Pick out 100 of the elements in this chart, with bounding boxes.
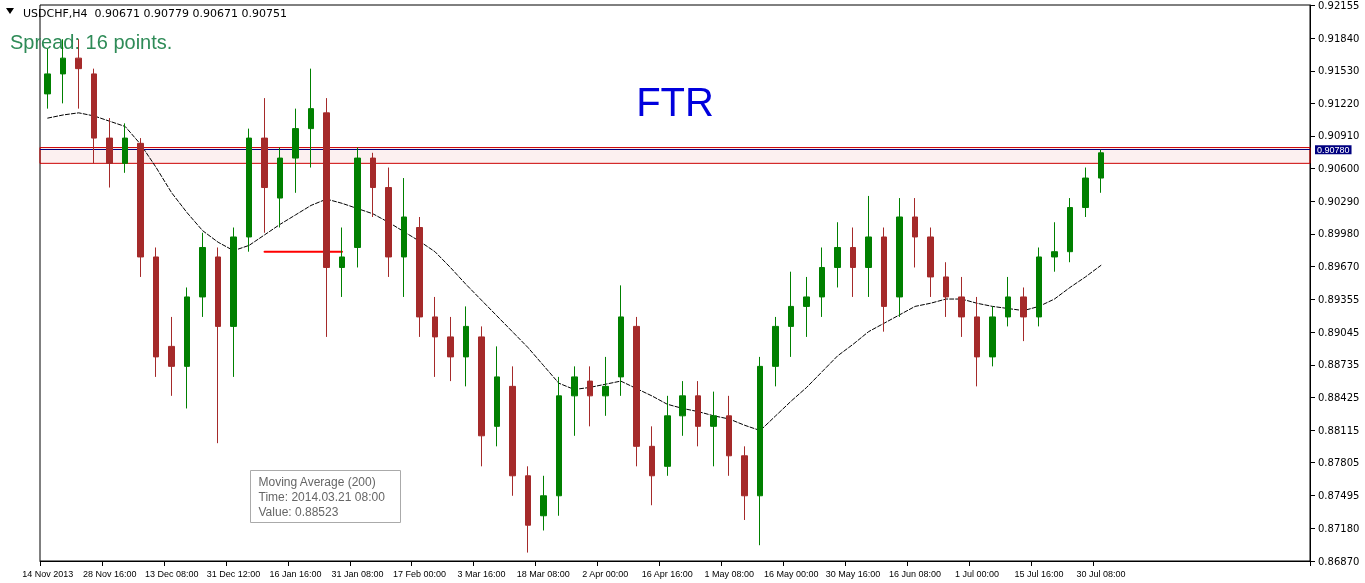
candlestick [432,296,438,378]
x-tick-label: 16 Jun 08:00 [889,568,942,579]
candlestick [587,365,593,427]
annotation: Time: 2014.03.21 08:00 [258,489,386,504]
y-tick-label: 0.87180 [1318,522,1360,534]
candlestick [943,261,949,318]
x-tick-label: 16 Jan 16:00 [269,568,322,579]
candlestick [370,152,376,218]
candlestick [168,316,175,397]
candlestick [974,296,980,387]
y-tick-label: 0.92155 [1318,0,1360,11]
candlestick [1036,246,1042,327]
y-tick-label: 0.90910 [1318,130,1360,142]
candlestick [649,425,655,506]
candlestick [927,227,934,298]
x-tick-label: 18 Mar 08:00 [516,568,570,579]
candlestick [261,97,268,234]
ref-line-label: 0.90780 [1317,144,1350,155]
candlestick [385,167,392,278]
y-tick-label: 0.89980 [1318,228,1360,240]
y-tick-label: 0.89670 [1318,260,1360,272]
candlestick [122,122,128,174]
candlestick [137,137,144,278]
candlestick [447,316,454,382]
candlestick [478,325,485,467]
candlestick [184,286,190,409]
candlestick [741,445,748,521]
candlestick [757,356,763,546]
x-tick-label: 30 May 16:00 [825,568,881,579]
annotation: Moving Average (200) [258,474,376,489]
x-tick-label: 16 Apr 16:00 [641,568,693,579]
candlestick [695,380,701,447]
candlestick [865,195,872,298]
candlestick [633,316,640,467]
candlestick [850,227,856,298]
candlestick [710,391,717,467]
candlestick [1020,286,1027,342]
candlestick [664,395,671,477]
candlestick [292,108,299,194]
candlestick [556,376,562,517]
candlestick [525,465,531,554]
candlestick [1051,221,1058,273]
x-tick-label: 2 Apr 00:00 [582,568,629,579]
annotation: Value: 0.88523 [258,504,339,519]
candlestick [323,97,330,338]
candlestick [106,117,113,189]
candlestick [91,68,97,164]
candlestick [277,147,283,229]
candlestick [354,147,361,268]
candlestick [308,68,314,169]
y-tick-label: 0.87495 [1318,489,1360,501]
x-tick-label: 31 Dec 12:00 [206,568,261,579]
candlestick [571,365,578,437]
candlestick [912,197,918,268]
candlestick [215,246,221,444]
candlestick [803,276,810,338]
y-tick-label: 0.87805 [1318,457,1360,469]
candlestick [679,380,686,437]
candlestick [1098,149,1104,194]
x-tick-label: 30 Jul 08:00 [1076,568,1126,579]
candlestick [246,128,252,253]
x-tick-label: 14 Nov 2013 [22,568,74,579]
candlestick [958,276,965,338]
candlestick [834,221,841,288]
y-tick-label: 0.89045 [1318,326,1360,338]
y-tick-label: 0.91840 [1318,32,1360,44]
x-tick-label: 16 May 00:00 [763,568,819,579]
candlestick [989,305,996,367]
candlestick [339,227,345,298]
y-tick-label: 0.88425 [1318,391,1360,403]
x-tick-label: 13 Dec 08:00 [144,568,199,579]
chart-title: USDCHF,H4 0.90671 0.90779 0.90671 0.90751 [23,7,287,20]
candlestick [1082,167,1089,218]
candlestick [788,271,794,358]
x-tick-label: 17 Feb 00:00 [392,568,446,579]
y-tick-label: 0.86870 [1318,555,1360,567]
candlestick [726,395,732,477]
candlestick [401,177,407,298]
candlestick [416,216,423,338]
x-tick-label: 1 May 08:00 [704,568,754,579]
candlestick [618,284,624,397]
x-tick-label: 28 Nov 16:00 [82,568,137,579]
candlestick [1067,197,1073,263]
y-tick-label: 0.89355 [1318,294,1360,306]
candlestick [602,356,609,417]
x-tick-label: 31 Jan 08:00 [331,568,384,579]
x-tick-label: 3 Mar 16:00 [457,568,506,579]
y-tick-label: 0.88115 [1318,424,1360,436]
band-label: FTR [636,80,714,125]
candlestick [230,227,237,378]
y-tick-label: 0.91220 [1318,97,1360,109]
candlestick [540,475,547,531]
x-tick-label: 15 Jul 16:00 [1014,568,1064,579]
candlestick [881,227,887,333]
candlestick [199,232,206,318]
candlestick [153,246,159,378]
candlestick [509,365,516,497]
candlestick [463,305,469,387]
y-tick-label: 0.88735 [1318,359,1360,371]
y-tick-label: 0.90290 [1318,195,1360,207]
